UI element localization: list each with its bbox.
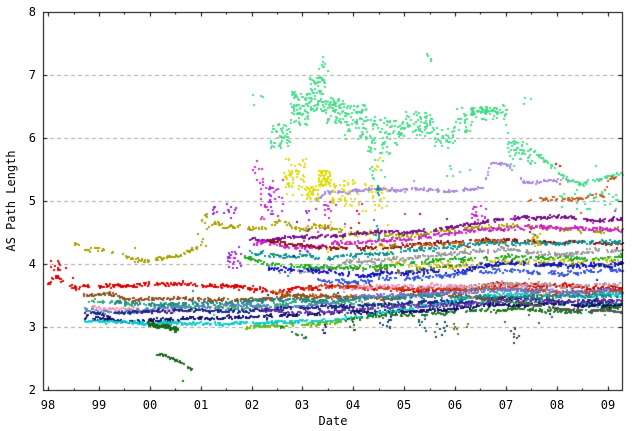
- x-axis-title: Date: [318, 414, 348, 428]
- y-tick-label: 3: [28, 320, 36, 334]
- x-tick-label: 04: [345, 398, 361, 412]
- y-tick-label: 7: [28, 68, 36, 82]
- x-tick-label: 03: [294, 398, 310, 412]
- x-tick-label: 99: [91, 398, 107, 412]
- x-tick-label: 02: [244, 398, 260, 412]
- y-tick-label: 6: [28, 131, 36, 145]
- x-tick-label: 05: [396, 398, 412, 412]
- y-tick-label: 2: [28, 383, 36, 397]
- y-tick-label: 5: [28, 194, 36, 208]
- y-tick-label: 8: [28, 5, 36, 19]
- x-tick-label: 06: [447, 398, 463, 412]
- x-tick-label: 00: [142, 398, 158, 412]
- x-tick-label: 08: [549, 398, 565, 412]
- y-tick-label: 4: [28, 257, 36, 271]
- x-tick-label: 01: [193, 398, 209, 412]
- x-tick-label: 07: [498, 398, 514, 412]
- x-tick-label: 98: [40, 398, 56, 412]
- x-tick-label: 09: [600, 398, 616, 412]
